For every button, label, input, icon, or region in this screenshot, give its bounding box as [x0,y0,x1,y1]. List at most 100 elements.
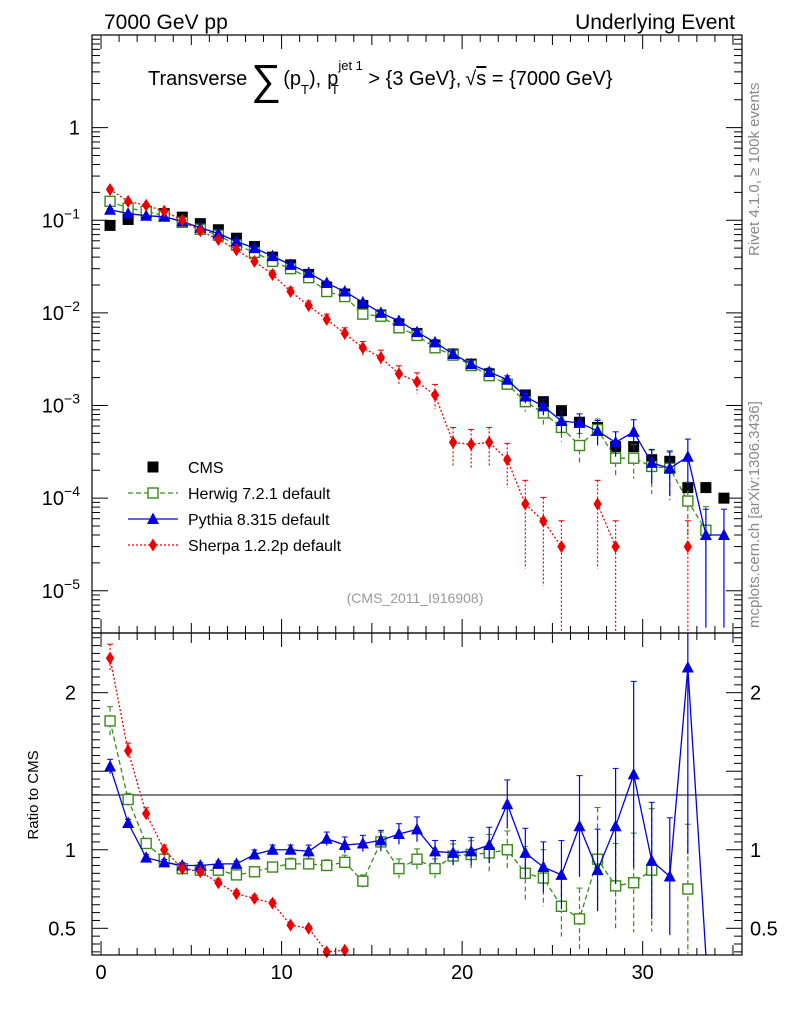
ratio-series-sherpa [105,643,349,959]
herwig-ratio-point [248,866,261,878]
ratio-y-tick-label-left: 2 [65,683,76,705]
title-sum-arg-sub: T [301,82,309,97]
herwig-ratio-point [266,861,279,873]
x-tick-label: 20 [451,962,473,984]
herwig-point [682,495,694,507]
pythia-ratio-point [266,843,279,855]
pythia-ratio-point [537,860,550,873]
series-sherpa [105,182,693,633]
pythia-ratio-point [230,857,243,869]
ratio-y-tick-label-left: 0.5 [48,918,76,940]
pythia-point [140,209,153,221]
axes-layer: 0 10 20 30 1 10−1 10−2 10−3 10−4 10−5 0.5 0.5 1 1 2 2 [42,34,778,984]
herwig-ratio-point [501,844,513,856]
herwig-ratio-point [284,858,297,870]
pythia-ratio-point [663,869,676,882]
sherpa-ratio-point [141,807,151,821]
pythia-point [266,249,279,262]
sherpa-point [160,204,169,218]
sherpa-point [557,540,566,554]
sherpa-point [196,224,205,238]
sherpa-point [412,375,422,389]
title-prefix: Transverse [148,68,247,90]
pythia-ratio-point [609,819,622,832]
herwig-ratio-point [411,853,423,865]
title-sqrt-s: s [476,68,486,90]
herwig-ratio-point [429,862,441,875]
sherpa-ratio-point [196,865,205,879]
pythia-point [320,276,333,289]
sherpa-point [683,540,693,554]
x-tick-label: 0 [95,962,106,984]
herwig-ratio-point [140,837,152,850]
cms-point [700,482,712,494]
pythia-ratio-point [447,846,460,858]
pythia-ratio-point [194,858,207,871]
pythia-ratio-point [645,854,658,866]
pythia-point [681,450,694,462]
pythia-point [537,399,550,412]
pythia-ratio-point [627,767,640,780]
sherpa-ratio-point [160,843,169,857]
pythia-ratio-point [465,844,478,857]
herwig-line [109,200,707,531]
herwig-ratio-point [393,862,405,875]
pythia-point [519,390,532,402]
pythia-point [122,207,135,219]
herwig-ratio-point [339,856,351,869]
sherpa-point [503,453,512,467]
pythia-ratio-point [248,847,261,860]
sherpa-ratio-point [268,896,277,910]
pythia-ratio-point [392,827,405,840]
pythia-point [429,335,442,348]
pythia-ratio-point [320,832,333,844]
sherpa-point [268,267,277,281]
sherpa-point [485,435,494,449]
herwig-ratio-point [302,858,315,870]
herwig-ratio-point [357,875,369,887]
pythia-point [338,285,351,297]
sherpa-point [286,285,295,299]
ratio-y-tick-label-right: 1 [750,840,761,862]
title-cut-sup: jet 1 [337,58,363,73]
legend-marker [148,538,158,552]
cms-point [555,405,567,417]
pythia-point [645,456,658,468]
herwig-ratio-point [627,877,640,889]
legend: CMS Herwig 7.2.1 default Pythia 8.315 defa… [128,460,342,555]
title-energy-rest: = {7000 GeV} [486,68,613,90]
y-tick-label: 10−1 [42,205,80,232]
pythia-ratio-point [104,760,117,772]
sherpa-point [322,312,331,326]
sherpa-point [466,437,476,451]
herwig-ratio-point [230,869,243,881]
title-sqrt: √ [465,68,476,90]
sherpa-point [394,367,404,381]
pythia-ratio-point [140,851,153,863]
legend-marker [147,487,159,499]
x-tick-label: 10 [270,962,292,984]
series-pythia [104,203,730,628]
header-right: Underlying Event [575,11,735,34]
pythia-point [104,203,117,215]
sherpa-point [123,194,133,208]
pythia-point [392,314,405,326]
data-layer [104,182,730,959]
pythia-point [374,306,387,318]
legend-item-herwig: Herwig 7.2.1 default [128,486,331,503]
sherpa-ratio-point [340,943,349,957]
series-herwig [104,195,712,596]
sherpa-ratio-point [286,918,295,932]
ratio-y-tick-label-left: 1 [65,840,76,862]
title-sum-arg-close: ), [309,68,321,90]
sherpa-point [250,254,259,268]
y-tick-label: 10−2 [42,298,80,325]
y-tick-label: 10−3 [42,391,80,418]
herwig-ratio-point [682,883,694,895]
ratio-y-tick-label-right: 0.5 [750,918,778,940]
herwig-point [357,308,369,320]
sherpa-point [358,341,368,355]
pythia-point [663,461,676,474]
